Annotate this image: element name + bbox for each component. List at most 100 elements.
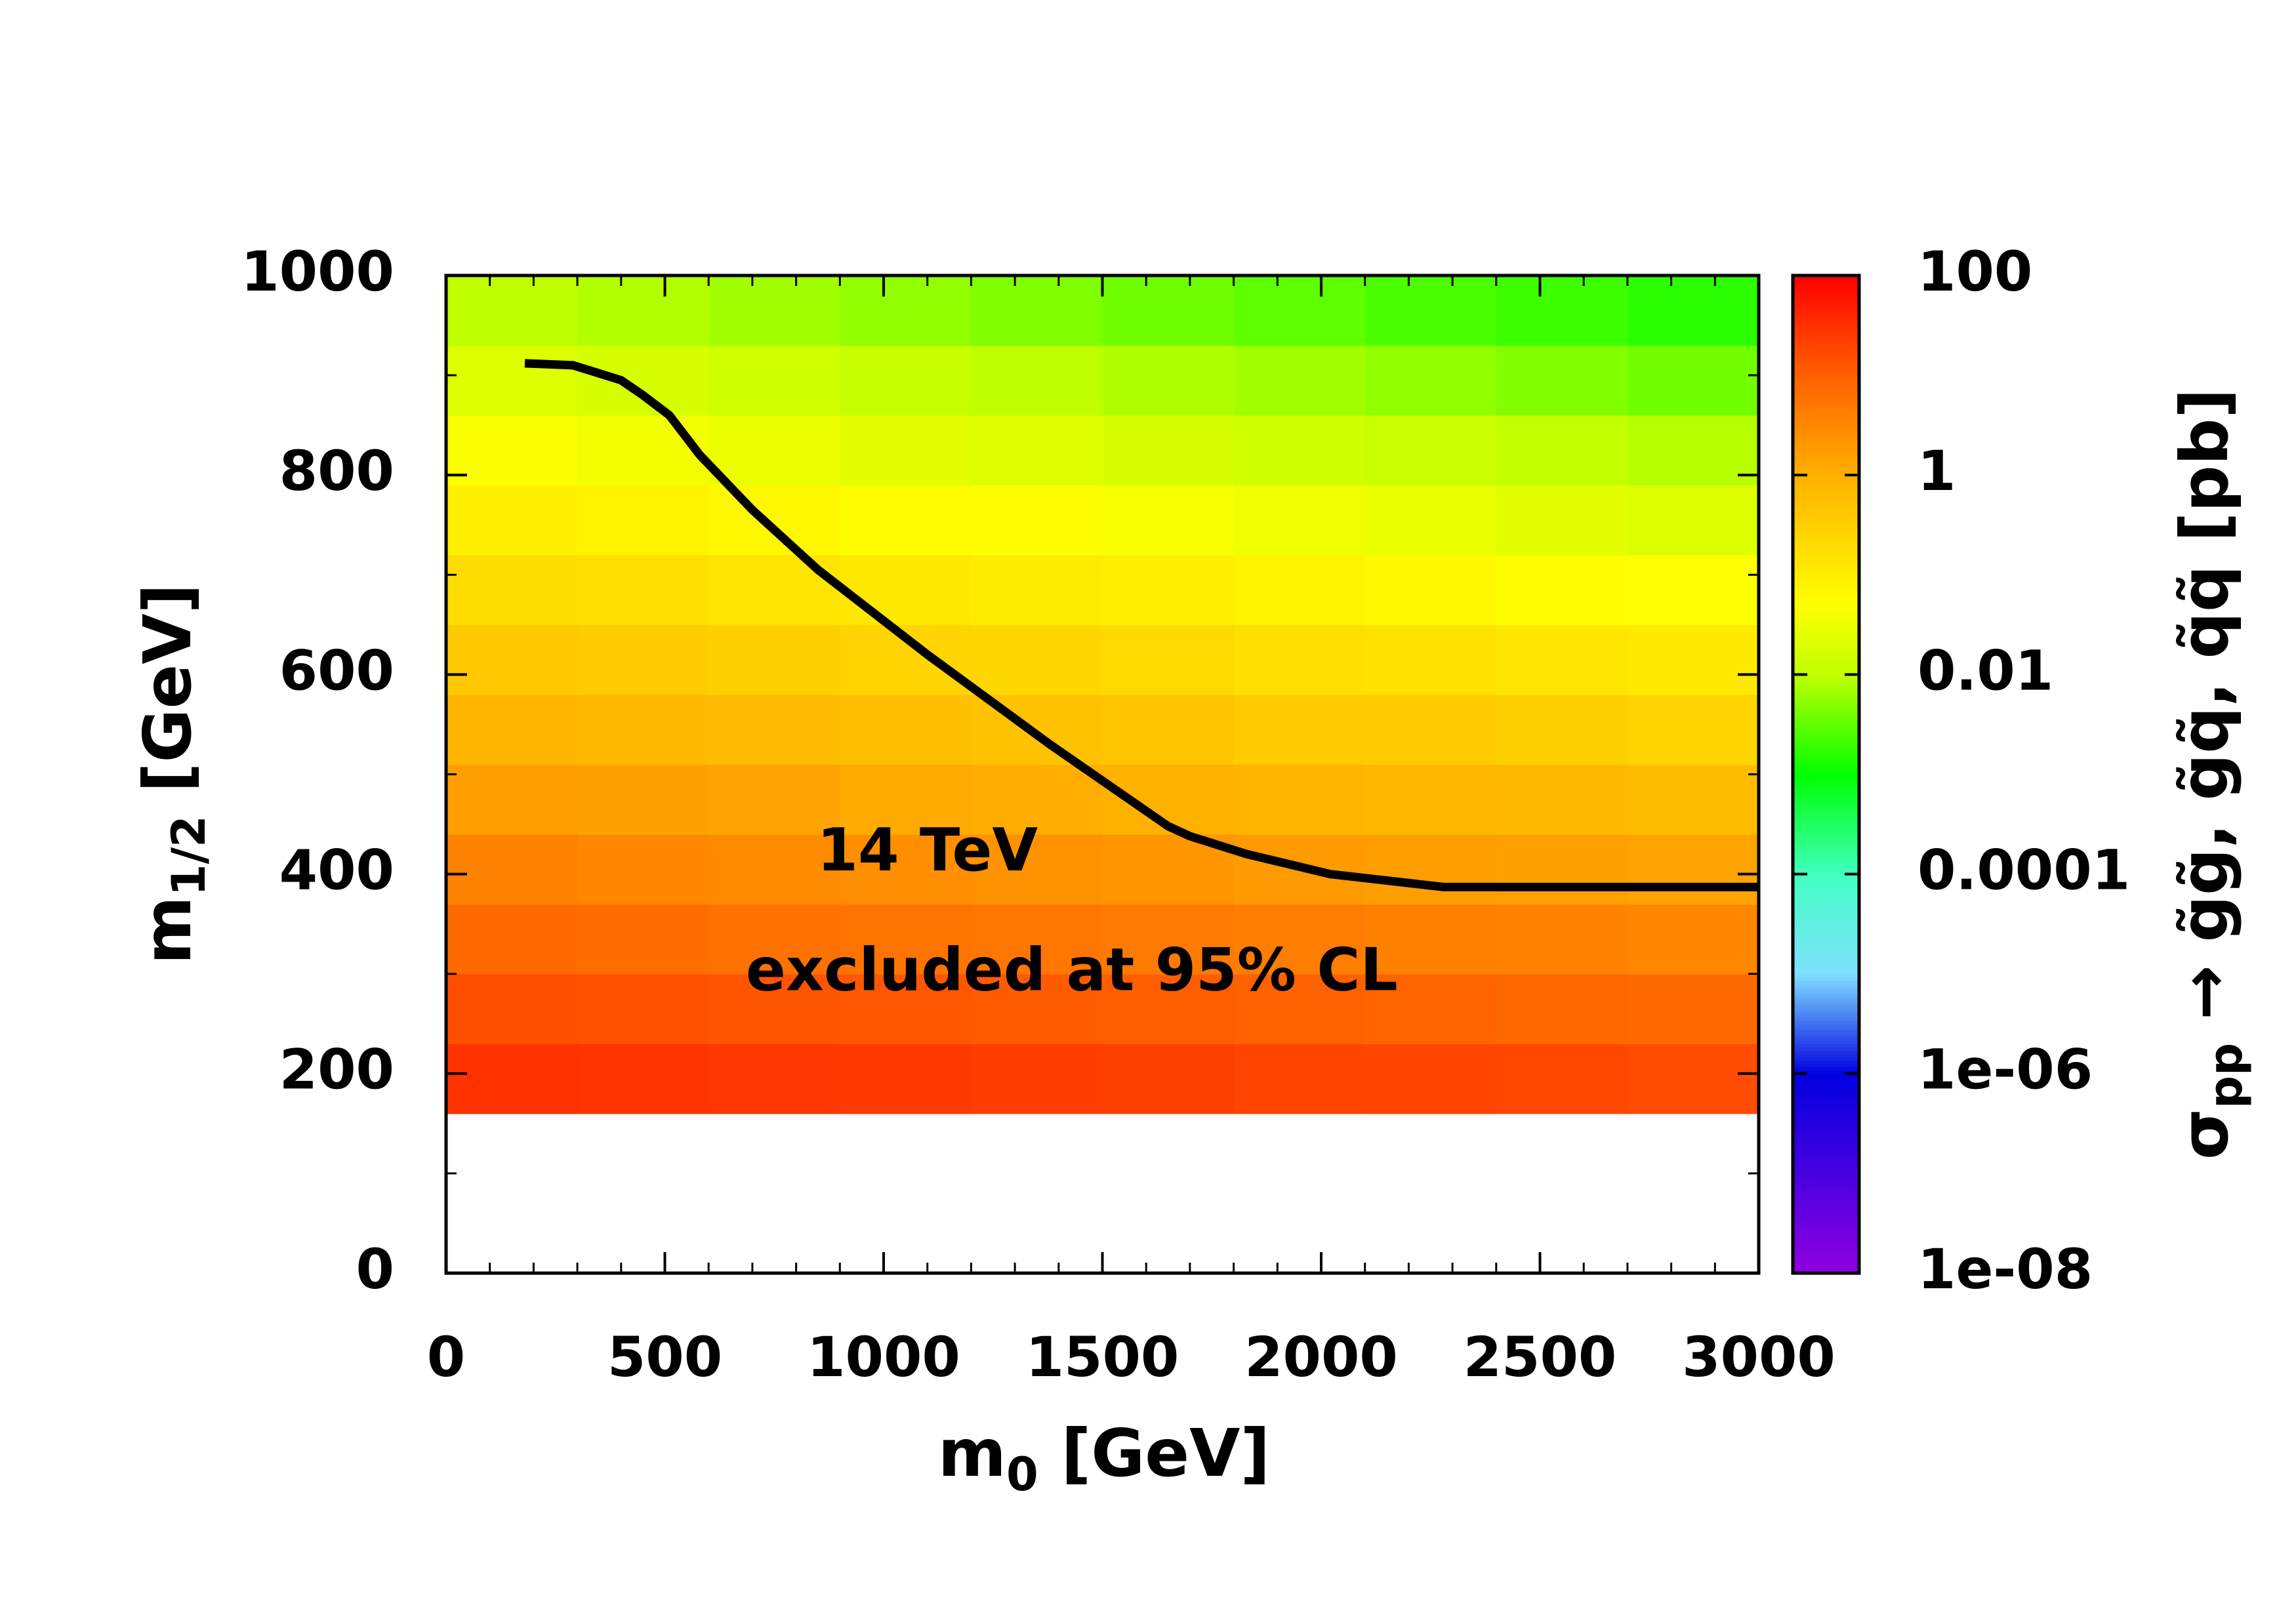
heatmap-cell xyxy=(1496,1044,1628,1114)
colorbar-strip xyxy=(1793,668,1859,672)
colorbar-strip xyxy=(1793,651,1859,655)
heatmap-cell xyxy=(1627,624,1759,695)
colorbar-strip xyxy=(1793,361,1859,366)
colorbar-strip xyxy=(1793,1213,1859,1217)
colorbar-strip xyxy=(1793,774,1859,779)
colorbar-strip xyxy=(1793,1216,1859,1221)
colorbar-strip xyxy=(1793,937,1859,941)
colorbar-strip xyxy=(1793,1253,1859,1257)
heatmap-cell xyxy=(971,1044,1103,1114)
colorbar-strip xyxy=(1793,877,1859,882)
colorbar-strip xyxy=(1793,581,1859,586)
y-tick-label: 400 xyxy=(279,838,394,903)
heatmap-cell xyxy=(708,973,841,1044)
heatmap-cell xyxy=(1496,415,1628,486)
colorbar-strip xyxy=(1793,305,1859,310)
colorbar-strip xyxy=(1793,1027,1859,1031)
colorbar-strip xyxy=(1793,1266,1859,1271)
colorbar-strip xyxy=(1793,890,1859,895)
colorbar-strip xyxy=(1793,365,1859,369)
colorbar-strip xyxy=(1793,674,1859,679)
colorbar-strip xyxy=(1793,1137,1859,1141)
colorbar-strip xyxy=(1793,478,1859,483)
colorbar-strip xyxy=(1793,418,1859,422)
colorbar-strip xyxy=(1793,917,1859,922)
colorbar-strip xyxy=(1793,901,1859,905)
heatmap-cell xyxy=(971,415,1103,486)
colorbar-strip xyxy=(1793,1080,1859,1084)
colorbar-strip xyxy=(1793,684,1859,689)
y-tick-label: 0 xyxy=(356,1237,394,1301)
colorbar-strip xyxy=(1793,561,1859,565)
colorbar-strip xyxy=(1793,1057,1859,1061)
heatmap-cell xyxy=(1627,834,1759,905)
heatmap-cell xyxy=(1233,1044,1366,1114)
colorbar-strip xyxy=(1793,794,1859,798)
colorbar-strip xyxy=(1793,504,1859,509)
colorbar-strip xyxy=(1793,408,1859,413)
heatmap-cell xyxy=(840,1044,972,1114)
colorbar-strip xyxy=(1793,538,1859,542)
x-label-rest: [GeV] xyxy=(1038,1415,1271,1492)
colorbar-strip xyxy=(1793,1030,1859,1034)
colorbar-strip xyxy=(1793,285,1859,290)
colorbar-strip xyxy=(1793,661,1859,665)
colorbar-strip xyxy=(1793,1110,1859,1114)
colorbar-tick-label: 1e-06 xyxy=(1917,1038,2093,1102)
colorbar-tick-label: 0.0001 xyxy=(1917,838,2130,903)
colorbar-strip xyxy=(1793,821,1859,825)
colorbar-strip xyxy=(1793,308,1859,313)
colorbar-strip xyxy=(1793,884,1859,888)
colorbar-strip xyxy=(1793,1256,1859,1261)
annotation: excluded at 95% CL xyxy=(746,936,1398,1005)
colorbar-strip xyxy=(1793,687,1859,692)
colorbar-strip xyxy=(1793,332,1859,336)
colorbar-strip xyxy=(1793,1017,1859,1021)
colorbar-strip xyxy=(1793,1133,1859,1137)
heatmap-cell xyxy=(1364,764,1497,835)
heatmap-cell xyxy=(577,415,709,486)
x-tick-label: 1000 xyxy=(807,1325,960,1389)
colorbar-strip xyxy=(1793,1097,1859,1101)
colorbar-strip xyxy=(1793,321,1859,326)
heatmap-cell xyxy=(708,345,841,416)
colorbar-strip xyxy=(1793,997,1859,1002)
colorbar-strip xyxy=(1793,704,1859,708)
colorbar-strip xyxy=(1793,1090,1859,1095)
heatmap-cell xyxy=(1627,275,1759,346)
heatmap-cell xyxy=(1233,764,1366,835)
heatmap-cell xyxy=(840,904,972,975)
colorbar-strip xyxy=(1793,1129,1859,1134)
colorbar-strip xyxy=(1793,897,1859,901)
colorbar-strip xyxy=(1793,678,1859,682)
colorbar-strip xyxy=(1793,422,1859,426)
heatmap-cell xyxy=(1102,1044,1235,1114)
colorbar-strip xyxy=(1793,435,1859,439)
colorbar-strip xyxy=(1793,804,1859,808)
colorbar-strip xyxy=(1793,870,1859,875)
heatmap-cell xyxy=(577,624,709,695)
colorbar-strip xyxy=(1793,551,1859,556)
colorbar-strip xyxy=(1793,448,1859,453)
x-tick-label: 2000 xyxy=(1244,1325,1398,1389)
colorbar-strip xyxy=(1793,708,1859,712)
x-tick-label: 0 xyxy=(427,1325,465,1389)
heatmap-cell xyxy=(577,485,709,556)
colorbar-strip xyxy=(1793,464,1859,469)
heatmap-cell xyxy=(1102,275,1235,346)
colorbar-strip xyxy=(1793,844,1859,848)
colorbar-strip xyxy=(1793,1044,1859,1048)
colorbar-strip xyxy=(1793,385,1859,390)
colorbar-strip xyxy=(1793,1183,1859,1187)
x-tick-label: 3000 xyxy=(1682,1325,1835,1389)
colorbar-strip xyxy=(1793,787,1859,792)
colorbar-strip xyxy=(1793,488,1859,493)
z-label-sub: pp xyxy=(2199,1043,2253,1109)
colorbar-strip xyxy=(1793,1013,1859,1018)
colorbar-strip xyxy=(1793,644,1859,649)
heatmap-cell xyxy=(446,345,578,416)
colorbar-strip xyxy=(1793,671,1859,676)
colorbar-strip xyxy=(1793,405,1859,409)
colorbar-strip xyxy=(1793,575,1859,579)
